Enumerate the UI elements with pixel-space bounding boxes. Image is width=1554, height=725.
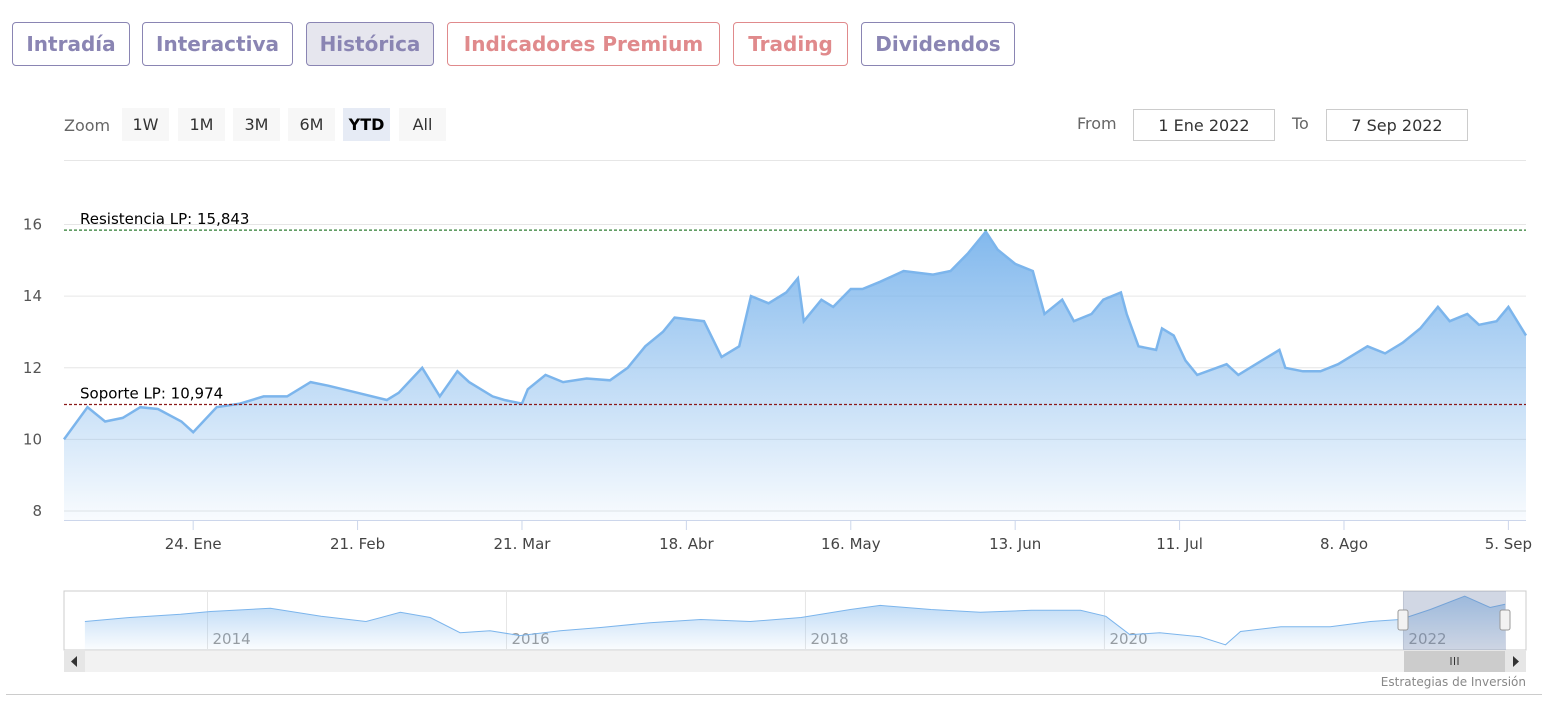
arrow-icon	[1513, 656, 1519, 667]
tab[interactable]: Dividendos	[861, 22, 1015, 66]
plot-line-label: Resistencia LP: 15,843	[80, 210, 249, 228]
credit: Estrategias de Inversión	[1381, 675, 1526, 689]
zoom-button[interactable]: All	[399, 108, 446, 141]
x-tick-label: 16. May	[821, 535, 881, 553]
to-input[interactable]: 7 Sep 2022	[1326, 109, 1468, 141]
x-tick-label: 21. Mar	[494, 535, 552, 553]
x-tick-label: 18. Abr	[659, 535, 714, 553]
from-input[interactable]: 1 Ene 2022	[1133, 109, 1275, 141]
area-fill	[64, 231, 1526, 520]
tab[interactable]: Interactiva	[142, 22, 293, 66]
x-tick-label: 13. Jun	[989, 535, 1041, 553]
zoom-button[interactable]: 6M	[288, 108, 335, 141]
y-tick-label: 12	[23, 359, 42, 377]
y-tick-label: 10	[23, 430, 42, 448]
y-tick-label: 16	[23, 215, 42, 233]
arrow-icon	[71, 656, 77, 667]
series-line	[84, 595, 1506, 646]
series-line	[62, 229, 1528, 441]
x-tick-label: 24. Ene	[165, 535, 222, 553]
x-tick-label: 21. Feb	[330, 535, 385, 553]
x-tick-label: 8. Ago	[1320, 535, 1368, 553]
to-label: To	[1292, 114, 1309, 133]
tab[interactable]: Intradía	[12, 22, 130, 66]
navigator-handle[interactable]	[1499, 609, 1511, 631]
navigator-selection[interactable]	[1403, 591, 1506, 650]
zoom-button[interactable]: YTD	[343, 108, 390, 141]
zoom-button[interactable]: 1W	[122, 108, 169, 141]
grip-icon	[1450, 657, 1459, 665]
zoom-label: Zoom	[64, 116, 111, 135]
x-tick-label: 11. Jul	[1156, 535, 1203, 553]
y-tick-label: 8	[32, 502, 42, 520]
scrollbar-track	[64, 651, 1526, 672]
tab[interactable]: Indicadores Premium	[447, 22, 720, 66]
navigator-handle[interactable]	[1397, 609, 1409, 631]
zoom-button[interactable]: 1M	[178, 108, 225, 141]
from-label: From	[1077, 114, 1117, 133]
tab[interactable]: Histórica	[306, 22, 434, 66]
x-tick-label: 5. Sep	[1485, 535, 1532, 553]
tab[interactable]: Trading	[733, 22, 848, 66]
y-tick-label: 14	[23, 287, 42, 305]
plot-line-label: Soporte LP: 10,974	[80, 385, 223, 403]
area-fill	[84, 596, 1506, 650]
zoom-button[interactable]: 3M	[233, 108, 280, 141]
